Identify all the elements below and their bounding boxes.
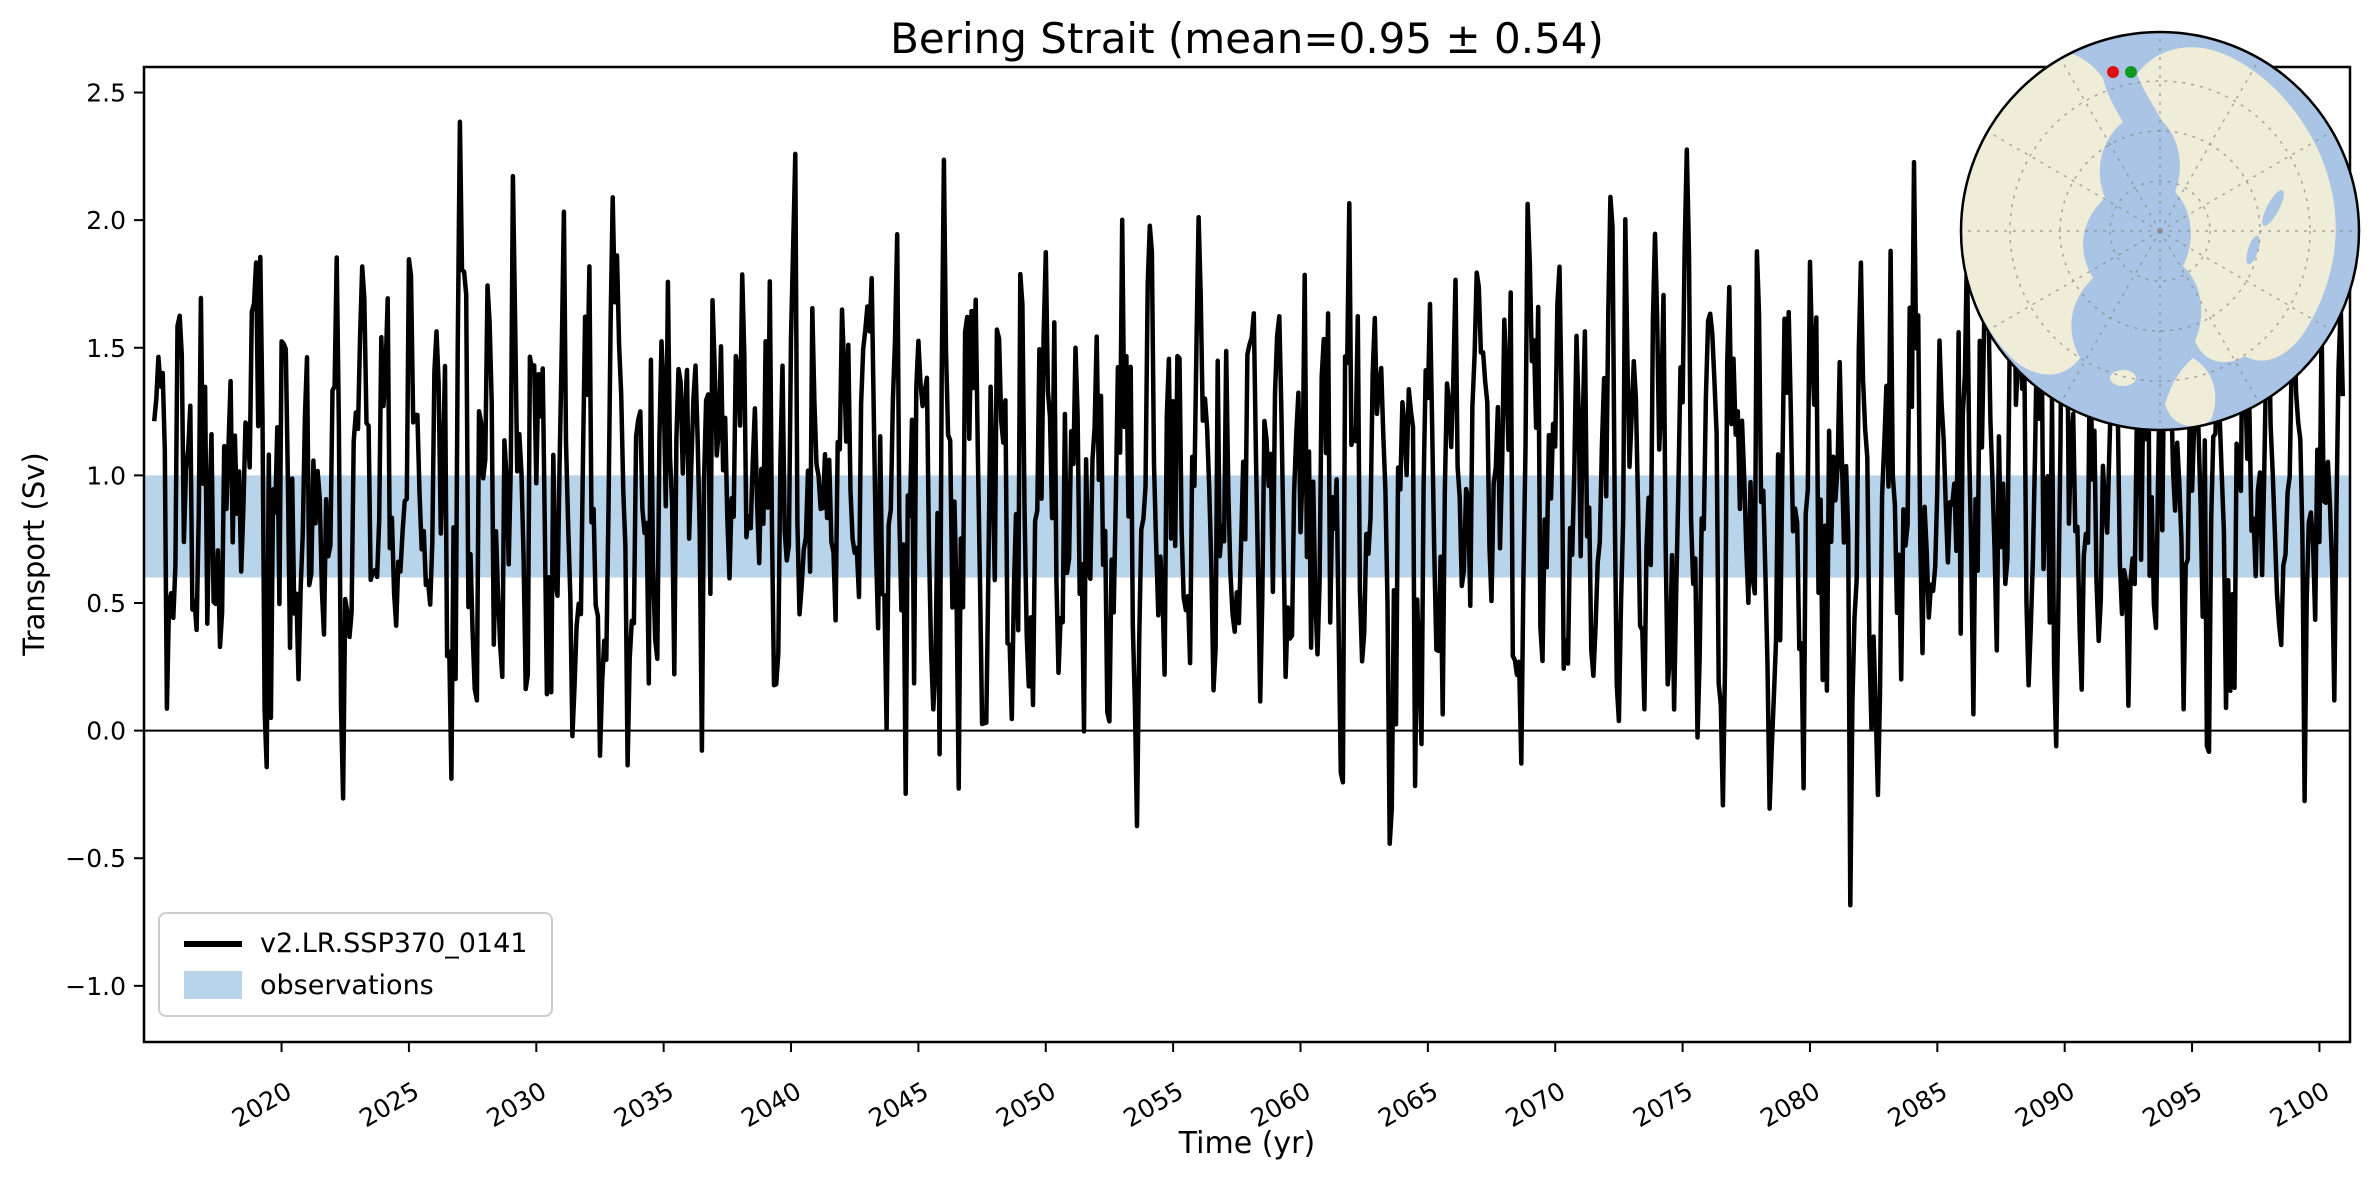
legend-patch-swatch [184,971,242,999]
legend: v2.LR.SSP370_0141 observations [158,912,554,1017]
svg-text:2050: 2050 [991,1076,1061,1133]
legend-label-model: v2.LR.SSP370_0141 [260,928,528,959]
legend-entry-observations: observations [184,971,527,999]
map-markers [2107,66,2137,78]
svg-text:1.0: 1.0 [86,461,126,490]
map-border [1959,30,2361,432]
svg-text:2.5: 2.5 [86,79,126,108]
map-graticule [1961,32,2359,430]
map-channel-2 [2246,235,2260,265]
map-land-eurasia [1961,50,2123,375]
svg-text:2090: 2090 [2010,1076,2080,1133]
svg-text:2075: 2075 [1628,1076,1698,1133]
svg-text:2070: 2070 [1501,1076,1571,1133]
svg-text:2040: 2040 [736,1076,806,1133]
svg-text:2035: 2035 [609,1076,679,1133]
svg-text:2095: 2095 [2137,1076,2207,1133]
svg-text:2020: 2020 [227,1076,297,1133]
svg-text:2080: 2080 [1755,1076,1825,1133]
svg-text:−1.0: −1.0 [65,972,126,1001]
svg-text:1.5: 1.5 [86,334,126,363]
y-axis-label: Transport (Sv) [17,452,51,656]
map-land-scandinavia [2165,358,2216,427]
map-channel-1 [2262,190,2284,226]
map-marker-1 [2125,66,2137,78]
map-land-america [2137,47,2336,363]
svg-text:0.5: 0.5 [86,589,126,618]
svg-text:2030: 2030 [482,1076,552,1133]
svg-text:2085: 2085 [1883,1076,1953,1133]
svg-text:−0.5: −0.5 [65,844,126,873]
svg-text:2025: 2025 [354,1076,424,1133]
svg-text:2060: 2060 [1246,1076,1316,1133]
svg-text:2045: 2045 [864,1076,934,1133]
legend-label-observations: observations [260,969,434,1001]
x-axis-label: Time (yr) [1178,1126,1316,1161]
chart-title: Bering Strait (mean=0.95 ± 0.54) [890,14,1604,63]
svg-text:2055: 2055 [1119,1076,1189,1133]
svg-text:2.0: 2.0 [86,206,126,235]
inset-map [1959,30,2361,432]
svg-text:2100: 2100 [2265,1076,2335,1133]
legend-line-swatch [184,940,242,947]
map-marker-0 [2107,66,2119,78]
svg-text:2065: 2065 [1373,1076,1443,1133]
svg-text:0.0: 0.0 [86,717,126,746]
legend-entry-model: v2.LR.SSP370_0141 [184,930,527,957]
